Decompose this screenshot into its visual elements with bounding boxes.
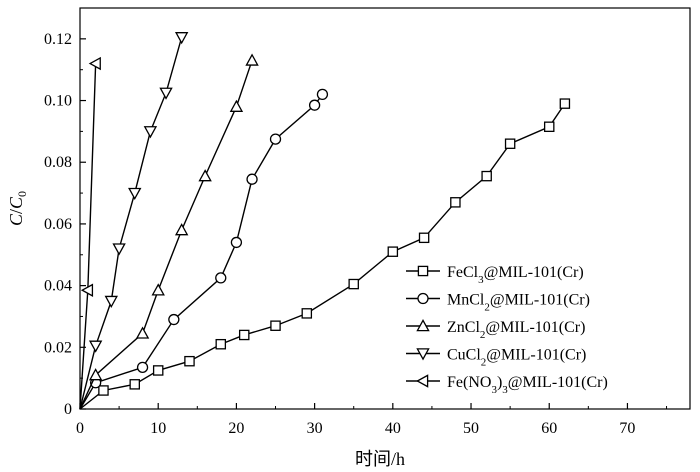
data-point (198, 169, 212, 182)
data-point (559, 98, 571, 109)
series-line (79, 93, 324, 410)
axis-labels: 时间/h C/C0 (6, 191, 405, 469)
series-circle (79, 88, 329, 410)
data-point (98, 385, 109, 396)
data-point (301, 308, 313, 319)
legend-entry: ZnCl2@MIL-101(Cr) (406, 319, 585, 341)
x-tick-label: 60 (541, 420, 557, 437)
legend-marker (417, 292, 429, 305)
data-point (159, 87, 173, 100)
series-line (79, 60, 253, 410)
data-point (129, 379, 140, 390)
data-point (143, 126, 158, 139)
data-point (246, 173, 258, 185)
series-line (79, 37, 183, 410)
x-tick-label: 10 (150, 420, 166, 437)
y-tick-label: 0.08 (44, 154, 72, 171)
y-tick-label: 0.04 (44, 278, 72, 295)
x-tick-label: 20 (228, 420, 244, 437)
legend-entry: FeCl3@MIL-101(Cr) (406, 264, 584, 286)
plot-frame (79, 7, 691, 410)
data-point (112, 243, 126, 256)
series-square (79, 98, 571, 410)
data-point (88, 368, 103, 381)
axis-ticks: 0 10 20 30 40 50 60 70 0 0.02 0.04 0.06 0.08 0.10 0.12 (44, 31, 668, 437)
legend-entry: CuCl2@MIL-101(Cr) (406, 347, 586, 369)
legend-label: FeCl3@MIL-101(Cr) (447, 264, 584, 286)
data-point (136, 361, 149, 374)
data-point (215, 338, 227, 350)
legend-entry: Fe(NO3)3@MIL-101(Cr) (406, 374, 608, 396)
data-point (151, 283, 165, 296)
data-point (270, 320, 281, 331)
data-point (88, 56, 101, 71)
data-point (80, 283, 94, 297)
legend-marker (416, 374, 429, 388)
legend-label: CuCl2@MIL-101(Cr) (447, 347, 586, 369)
plot-border (79, 7, 691, 410)
data-point (308, 99, 321, 111)
legend-marker (416, 348, 430, 361)
data-point (168, 313, 180, 326)
x-tick-label: 70 (619, 420, 635, 437)
legend-label: Fe(NO3)3@MIL-101(Cr) (447, 374, 608, 396)
data-point (128, 187, 142, 201)
data-point (348, 278, 359, 290)
series-triangle-up (79, 53, 259, 410)
legend: FeCl3@MIL-101(Cr) MnCl2@MIL-101(Cr) ZnCl2@… (406, 264, 608, 396)
data-point (316, 88, 329, 101)
series-triangle-left (79, 56, 101, 410)
data-point (230, 236, 243, 249)
data-point (245, 53, 259, 66)
data-point (481, 170, 492, 182)
data-point (387, 246, 399, 257)
y-tick-label: 0.10 (44, 93, 72, 110)
x-tick-label: 30 (307, 420, 323, 437)
legend-label: ZnCl2@MIL-101(Cr) (447, 319, 585, 341)
data-point (450, 197, 461, 208)
series-group (79, 32, 571, 410)
x-tick-label: 40 (385, 420, 401, 437)
x-tick-label: 0 (76, 420, 84, 437)
legend-marker (416, 319, 430, 332)
data-point (152, 365, 164, 376)
data-point (135, 326, 150, 339)
y-tick-label: 0 (64, 401, 72, 418)
legend-marker (417, 265, 429, 277)
data-point (184, 355, 195, 367)
series-triangle-down (79, 32, 189, 410)
data-point (418, 232, 430, 244)
y-tick-label: 0.02 (44, 339, 72, 356)
y-tick-label: 0.12 (44, 31, 72, 48)
data-point (504, 138, 516, 149)
data-point (229, 99, 244, 112)
y-axis-label: C/C0 (6, 191, 29, 226)
data-point (269, 133, 282, 145)
data-point (174, 223, 189, 236)
data-point (174, 32, 189, 45)
data-point (238, 329, 250, 341)
x-axis-label: 时间/h (355, 449, 405, 469)
data-point (104, 295, 118, 308)
data-point (543, 121, 555, 133)
data-point (215, 272, 227, 284)
x-tick-label: 50 (463, 420, 479, 437)
y-tick-label: 0.06 (44, 216, 72, 233)
data-point (88, 340, 103, 353)
legend-label: MnCl2@MIL-101(Cr) (447, 292, 590, 314)
legend-entry: MnCl2@MIL-101(Cr) (406, 292, 590, 314)
